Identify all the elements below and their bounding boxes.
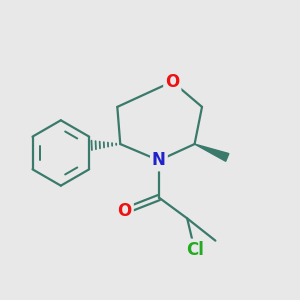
Polygon shape: [195, 144, 229, 161]
Text: N: N: [152, 152, 166, 169]
Text: O: O: [165, 73, 179, 91]
Text: Cl: Cl: [186, 241, 203, 259]
Text: O: O: [118, 202, 132, 220]
